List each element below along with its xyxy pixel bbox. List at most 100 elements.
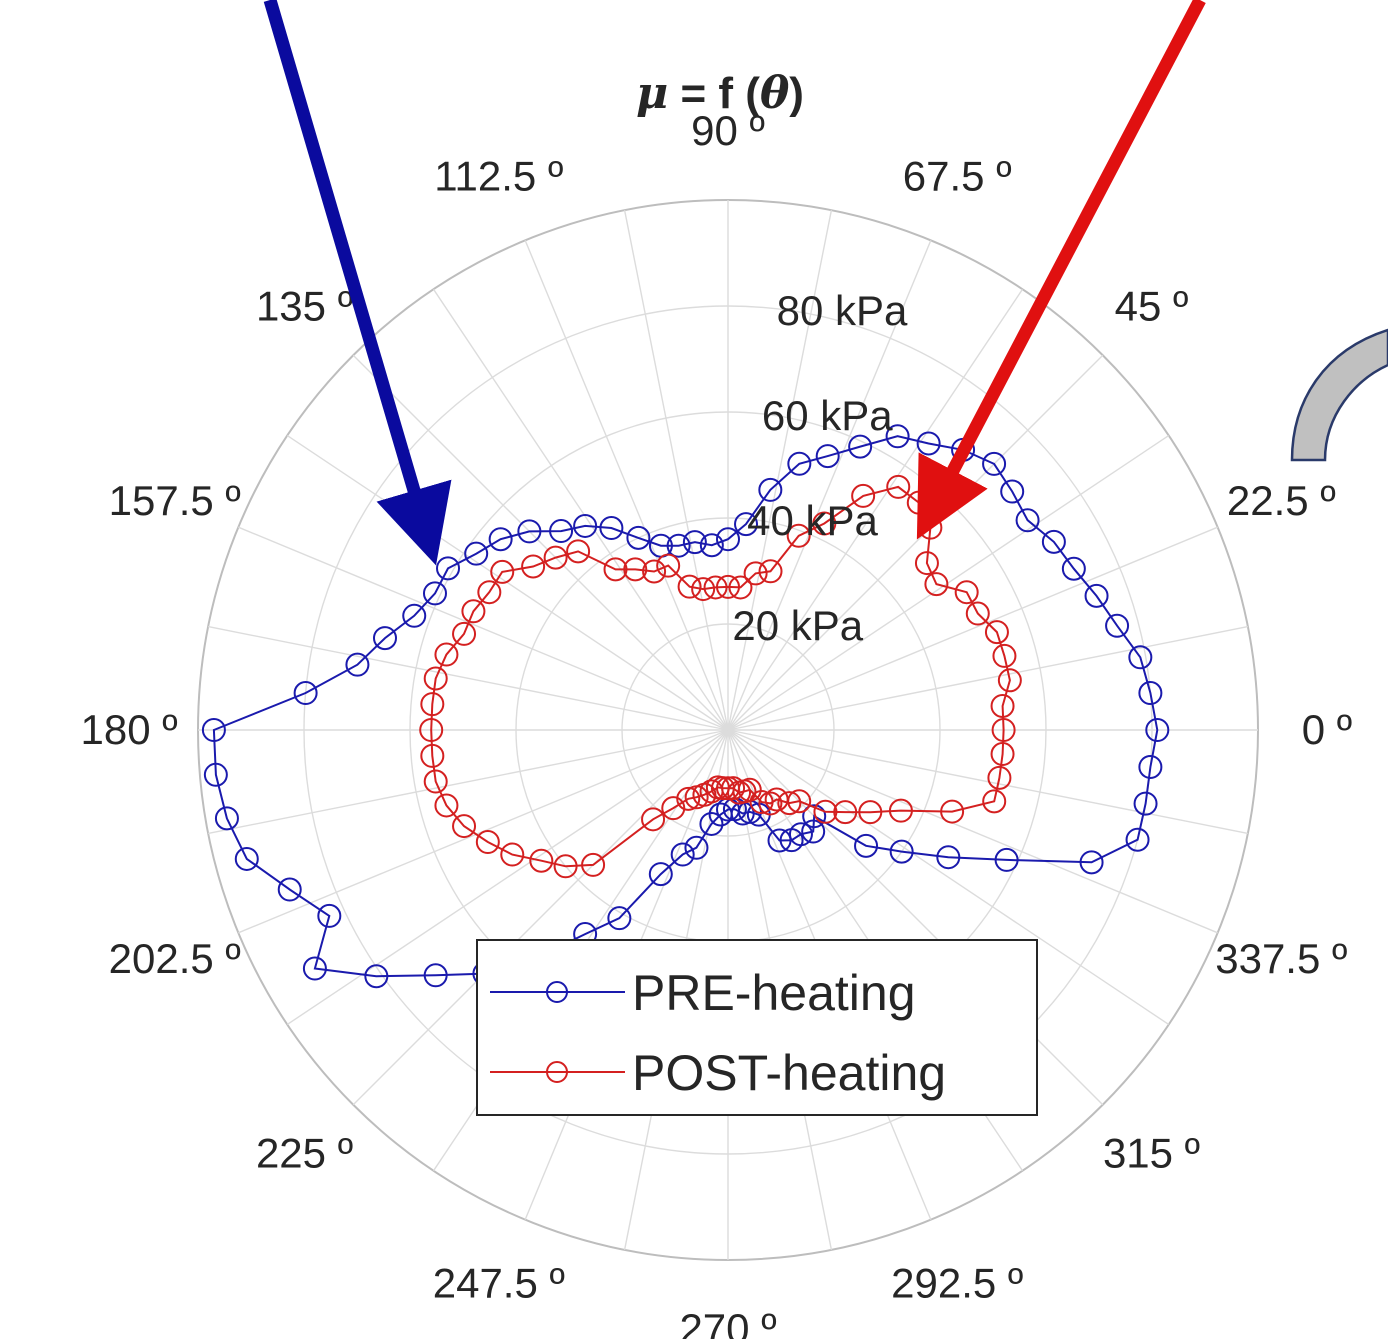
legend-post-label: POST-heating (632, 1045, 946, 1101)
series-layer (201, 424, 1170, 989)
series-pre-heating (201, 424, 1170, 989)
grid-spoke (727, 240, 932, 731)
data-point (423, 769, 448, 794)
data-point (854, 833, 879, 858)
data-point (477, 580, 502, 605)
data-point (372, 626, 397, 651)
data-point (607, 906, 632, 931)
data-point (603, 557, 628, 582)
data-point (599, 516, 624, 541)
angle-tick-label: 45 º (1115, 283, 1189, 330)
data-point (889, 839, 914, 864)
data-point (965, 601, 990, 626)
angle-tick-label: 135 º (256, 283, 353, 330)
data-point (203, 762, 228, 787)
data-point (277, 877, 302, 902)
data-point (990, 693, 1015, 718)
grid-spoke (623, 210, 729, 731)
data-point (699, 811, 724, 836)
data-point (670, 842, 695, 867)
data-point (677, 574, 702, 599)
grid-spoke (286, 729, 729, 1026)
data-point (1061, 556, 1086, 581)
legend-box (476, 939, 1038, 1116)
data-point (982, 789, 1007, 814)
data-point (728, 575, 753, 600)
chart-title: μ = f (θ) (636, 68, 804, 119)
data-point (1000, 479, 1025, 504)
data-point (626, 525, 651, 550)
data-point (293, 681, 318, 706)
data-point (566, 539, 591, 564)
data-point (553, 854, 578, 879)
data-point (833, 800, 858, 825)
data-point (434, 642, 459, 667)
angle-tick-label: 270 º (679, 1305, 776, 1339)
data-point (214, 806, 239, 831)
legend-pre-label: PRE-heating (632, 965, 916, 1021)
angle-tick-label: 202.5 º (109, 935, 241, 982)
data-point (1138, 681, 1163, 706)
angle-tick-label: 67.5 º (903, 153, 1012, 200)
data-point (758, 477, 783, 502)
data-point (787, 789, 812, 814)
data-point (1138, 754, 1163, 779)
data-point (234, 846, 259, 871)
data-point (641, 807, 666, 832)
data-point (703, 575, 728, 600)
grid-spoke (727, 729, 1248, 835)
title-symbol: μ (636, 68, 668, 119)
data-point (423, 963, 448, 988)
data-point (812, 511, 837, 536)
data-point (345, 652, 370, 677)
data-point (1128, 645, 1153, 670)
data-point (954, 580, 979, 605)
data-point (1041, 529, 1066, 554)
data-point (936, 845, 961, 870)
angle-tick-label: 157.5 º (109, 477, 241, 524)
blue-annotation-arrow (263, 0, 452, 566)
angle-tick-label: 315 º (1103, 1129, 1200, 1176)
title-middle: = f ( (668, 69, 760, 118)
angle-tick-label: 0 º (1302, 706, 1352, 753)
data-point (684, 835, 709, 860)
grid-spoke (727, 354, 1104, 731)
tick-labels: 0 º 22.5 º 45 º 67.5 º 90 º 112.5 º 135 º 157.5… (81, 107, 1353, 1344)
legend-pre-marker (546, 981, 568, 1003)
data-point (475, 829, 500, 854)
radial-tick-label: 60 kPa (762, 392, 893, 439)
data-point (529, 848, 554, 873)
red-annotation-arrow (916, 0, 1206, 540)
data-point (623, 557, 648, 582)
data-point (1125, 827, 1150, 852)
data-point (500, 842, 525, 867)
data-point (886, 474, 911, 499)
grid-spoke (286, 434, 729, 731)
data-point (758, 791, 783, 816)
data-point (1145, 718, 1170, 742)
data-point (521, 554, 546, 579)
data-point (1079, 850, 1104, 875)
data-point (734, 512, 759, 537)
data-point (777, 791, 802, 816)
title-end: ) (789, 69, 804, 118)
data-point (888, 798, 913, 823)
grid-spoke (727, 625, 1248, 731)
angle-tick-label: 225 º (256, 1129, 353, 1176)
data-point (992, 643, 1017, 668)
grid-spoke (727, 526, 1218, 731)
angle-tick-label: 22.5 º (1227, 477, 1336, 524)
data-point (490, 559, 515, 584)
angle-tick-label: 180 º (81, 706, 178, 753)
data-point (452, 621, 477, 646)
data-point (767, 828, 792, 853)
data-point (666, 533, 691, 558)
data-point (1015, 508, 1040, 533)
data-point (758, 559, 783, 584)
data-point (1105, 613, 1130, 638)
title-variable: θ (760, 68, 790, 119)
grid-spoke (432, 288, 729, 731)
data-point (716, 574, 740, 599)
